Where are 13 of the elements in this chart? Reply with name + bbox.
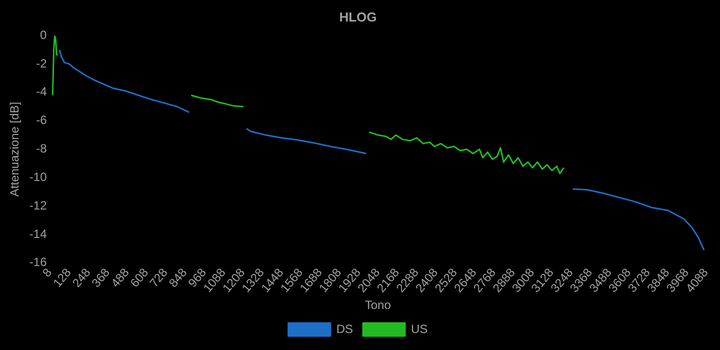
y-tick-label: -14 bbox=[29, 226, 48, 241]
y-tick-label: 0 bbox=[40, 28, 48, 42]
chart-title: HLOG bbox=[339, 9, 377, 24]
y-tick-label: -10 bbox=[29, 170, 48, 184]
y-tick-label: -8 bbox=[36, 142, 48, 156]
legend-label: DS bbox=[336, 322, 353, 336]
y-tick-label: -6 bbox=[36, 113, 48, 128]
y-axis-title: Attenuazione [dB] bbox=[8, 102, 22, 197]
y-tick-label: -2 bbox=[36, 56, 48, 70]
x-axis-title: Tono bbox=[364, 298, 392, 312]
legend-label: US bbox=[411, 322, 428, 336]
y-tick-label: -4 bbox=[36, 84, 48, 99]
y-tick-label: -12 bbox=[29, 198, 48, 212]
